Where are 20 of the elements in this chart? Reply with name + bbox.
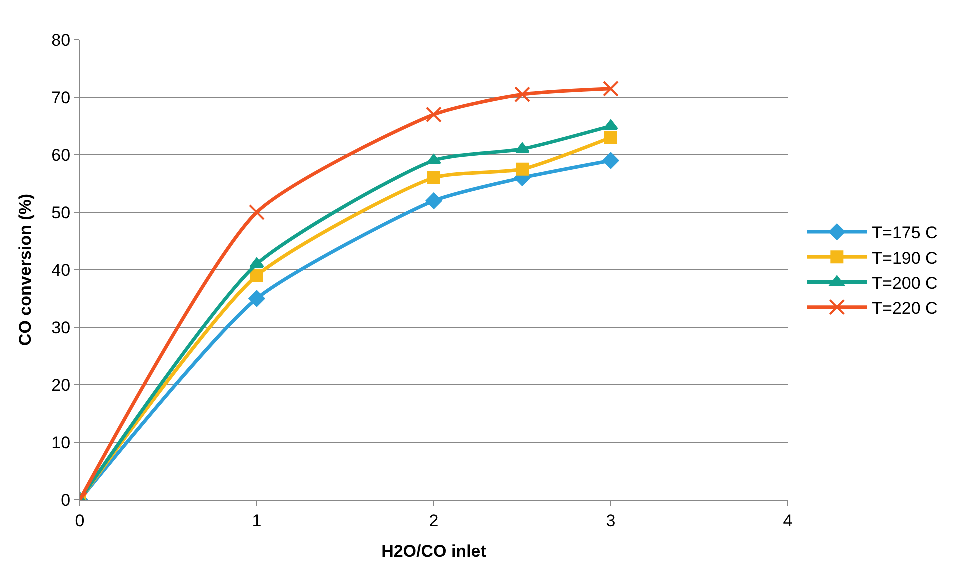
y-tick-label: 60 — [52, 146, 71, 165]
x-tick-label: 3 — [606, 511, 616, 530]
y-tick-label: 10 — [52, 433, 71, 452]
legend-label: T=175 C — [872, 224, 938, 243]
y-axis-title: CO conversion (%) — [16, 194, 36, 346]
x-tick-label: 1 — [252, 511, 262, 530]
legend-label: T=220 C — [872, 298, 938, 318]
y-tick-label: 20 — [52, 376, 71, 395]
x-tick-label: 0 — [75, 511, 85, 530]
x-axis-title: H2O/CO inlet — [382, 542, 487, 561]
y-tick-label: 80 — [52, 30, 71, 50]
y-tick-label: 0 — [61, 490, 71, 510]
legend-label: T=200 C — [872, 274, 938, 293]
x-tick-label: 2 — [429, 511, 439, 530]
legend-label: T=190 C — [872, 248, 938, 268]
y-tick-label: 50 — [52, 203, 71, 222]
y-tick-label: 40 — [52, 260, 71, 280]
y-tick-label: 30 — [52, 318, 71, 338]
x-tick-label: 4 — [783, 511, 793, 530]
y-tick-label: 70 — [52, 88, 71, 108]
